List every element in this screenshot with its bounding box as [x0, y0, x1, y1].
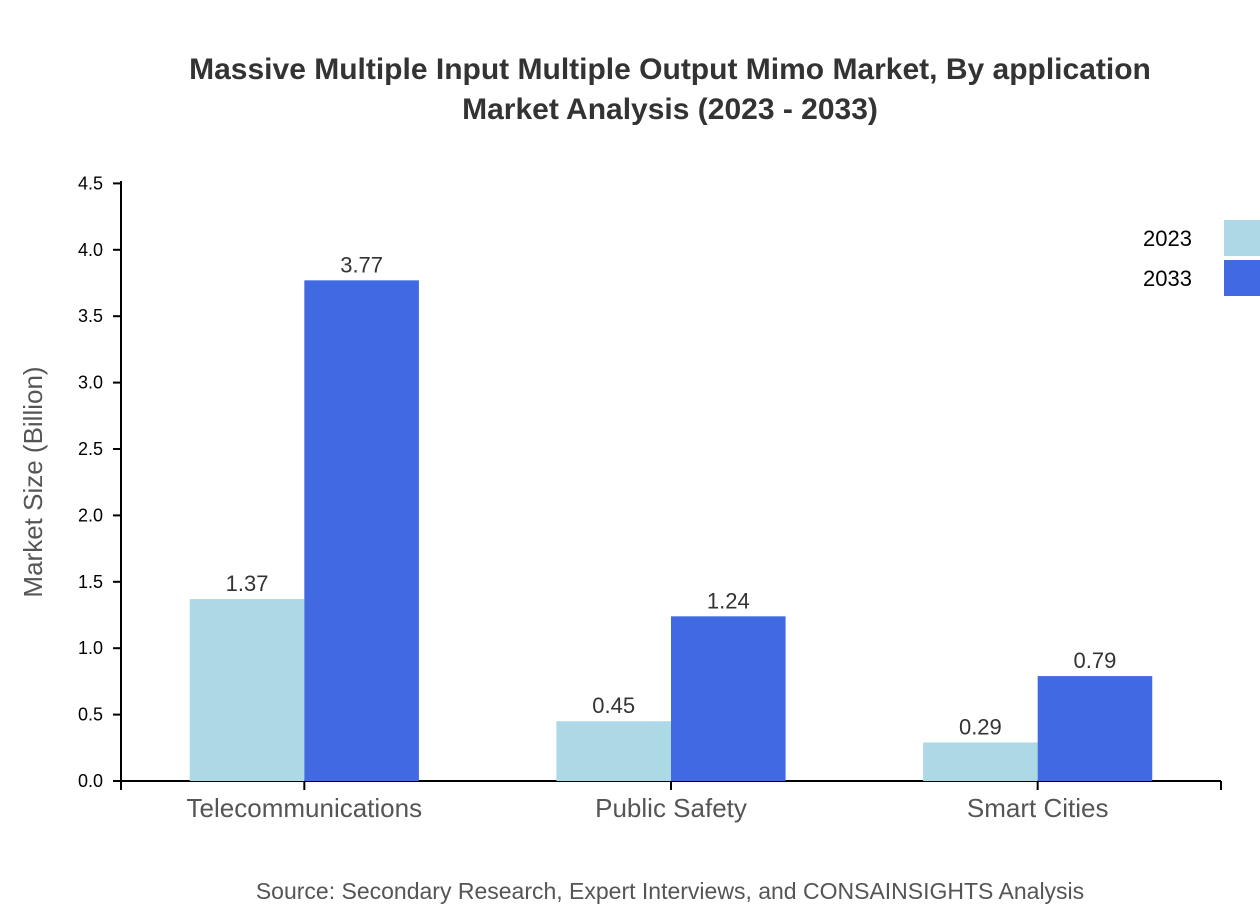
legend-swatch-2033	[1224, 260, 1260, 296]
x-tick-label: Public Safety	[595, 793, 747, 823]
bar-2033	[1037, 676, 1153, 781]
y-tick-label: 4.5	[78, 173, 103, 193]
y-tick-label: 1.0	[78, 638, 103, 658]
data-label: 3.77	[340, 252, 383, 277]
data-label: 1.24	[707, 588, 750, 613]
data-label: 0.79	[1074, 648, 1117, 673]
bar-2033	[671, 616, 786, 781]
y-tick-label: 2.5	[78, 439, 103, 459]
y-axis-label: Market Size (Billion)	[18, 366, 48, 597]
y-tick-label: 4.0	[78, 240, 103, 260]
y-tick-label: 3.5	[78, 306, 103, 326]
legend-swatch-2023	[1224, 220, 1260, 256]
legend-label: 2023	[1143, 226, 1192, 251]
chart-subtitle: Market Analysis (2023 - 2033)	[462, 93, 878, 126]
chart-title: Massive Multiple Input Multiple Output M…	[189, 53, 1151, 86]
data-label: 0.45	[592, 693, 635, 718]
bar-2023	[556, 721, 671, 781]
x-tick-label: Telecommunications	[187, 793, 423, 823]
bar-2023	[923, 742, 1038, 781]
y-tick-label: 3.0	[78, 373, 103, 393]
source-note: Source: Secondary Research, Expert Inter…	[255, 878, 1085, 904]
bar-2033	[304, 280, 419, 781]
legend-label: 2033	[1143, 266, 1192, 291]
y-tick-label: 2.0	[78, 505, 103, 525]
x-tick-label: Smart Cities	[967, 793, 1109, 823]
data-label: 1.37	[226, 571, 269, 596]
y-tick-label: 0.0	[78, 771, 103, 791]
y-tick-label: 1.5	[78, 572, 103, 592]
data-label: 0.29	[959, 714, 1002, 739]
bar-2023	[189, 599, 305, 781]
y-tick-label: 0.5	[78, 705, 103, 725]
